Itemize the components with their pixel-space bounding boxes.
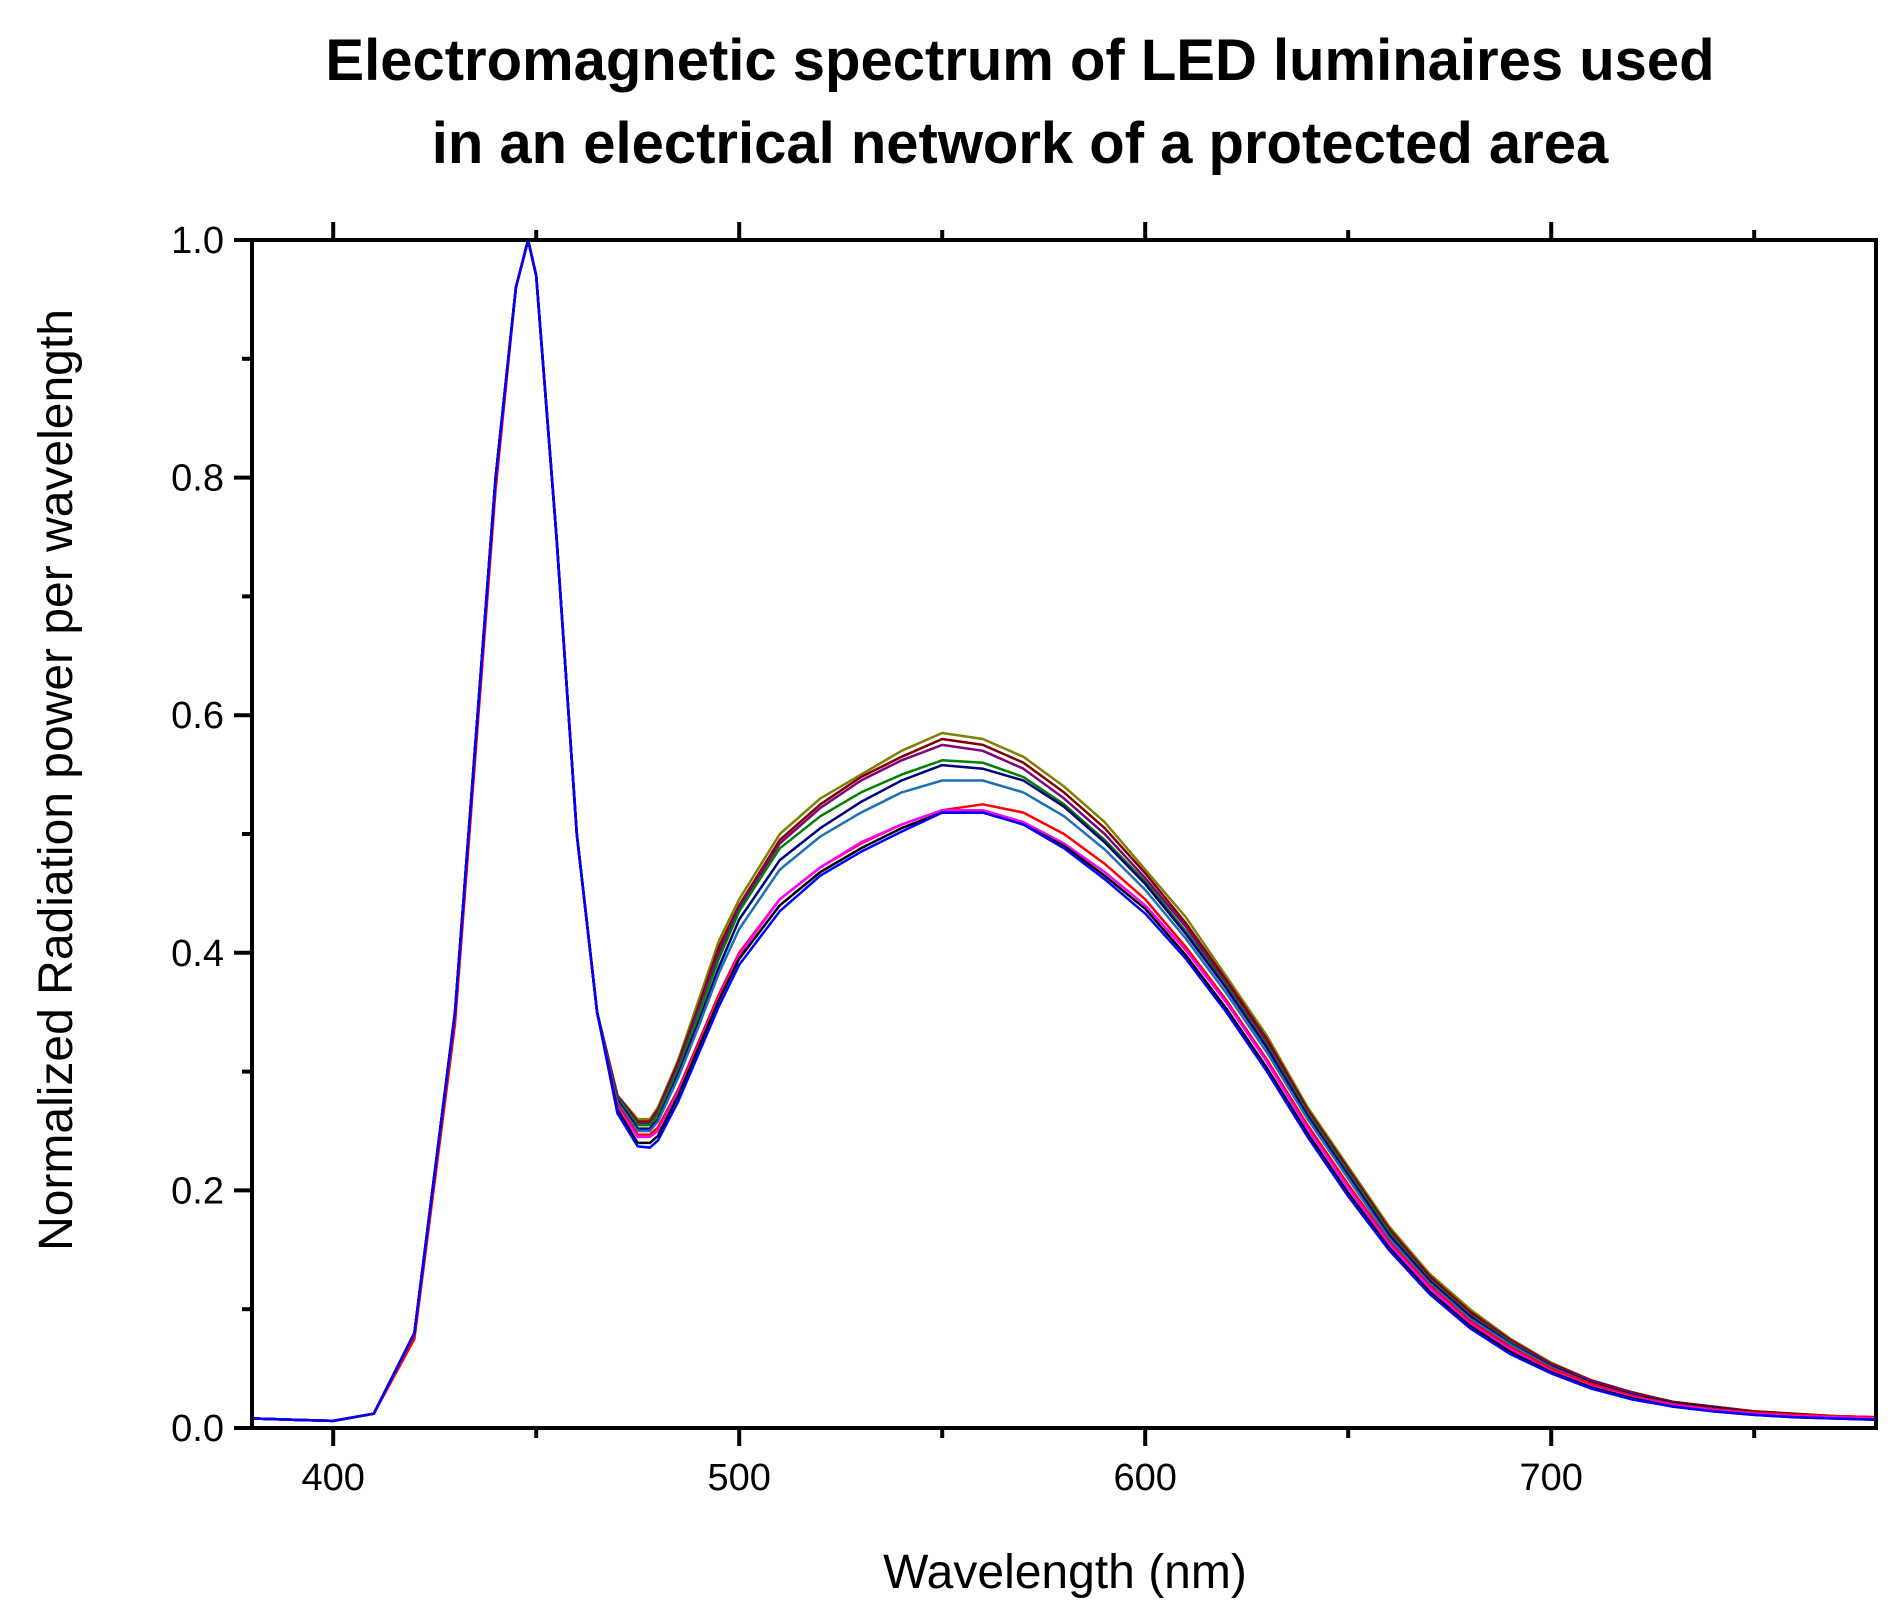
x-tick-label: 700	[1519, 1457, 1582, 1499]
y-tick-label: 0.8	[171, 458, 224, 500]
series-line-olive	[251, 238, 1877, 1423]
series-line-purple	[251, 238, 1877, 1423]
y-tick-label: 0.4	[171, 933, 224, 975]
series-line-green	[251, 238, 1877, 1423]
y-tick-label: 0.2	[171, 1170, 224, 1212]
chart-title-line-2: in an electrical network of a protected …	[432, 111, 1609, 176]
x-tick-labels: 400 500 600 700	[301, 1457, 1582, 1499]
y-tick-label: 1.0	[171, 220, 224, 262]
chart-title-line-1: Electromagnetic spectrum of LED luminair…	[325, 28, 1714, 93]
series-line-maroon	[251, 238, 1877, 1423]
x-axis-label: Wavelength (nm)	[883, 1546, 1247, 1599]
y-axis-label: Normalized Radiation power per wavelengt…	[30, 309, 83, 1251]
x-tick-label: 500	[707, 1457, 770, 1499]
x-tick-label: 400	[301, 1457, 364, 1499]
series-line-black	[251, 238, 1877, 1423]
axis-ticks	[234, 222, 1757, 1446]
series-line-red	[251, 238, 1877, 1423]
series-line-blue	[251, 238, 1877, 1423]
series-line-steelblue	[251, 238, 1877, 1423]
series-line-magenta	[251, 238, 1877, 1423]
y-tick-labels: 0.0 0.2 0.4 0.6 0.8 1.0	[171, 220, 224, 1450]
y-tick-label: 0.6	[171, 695, 224, 737]
y-tick-label: 0.0	[171, 1408, 224, 1450]
x-tick-label: 600	[1113, 1457, 1176, 1499]
series-line-navy	[251, 238, 1877, 1423]
series-layer	[251, 238, 1877, 1423]
